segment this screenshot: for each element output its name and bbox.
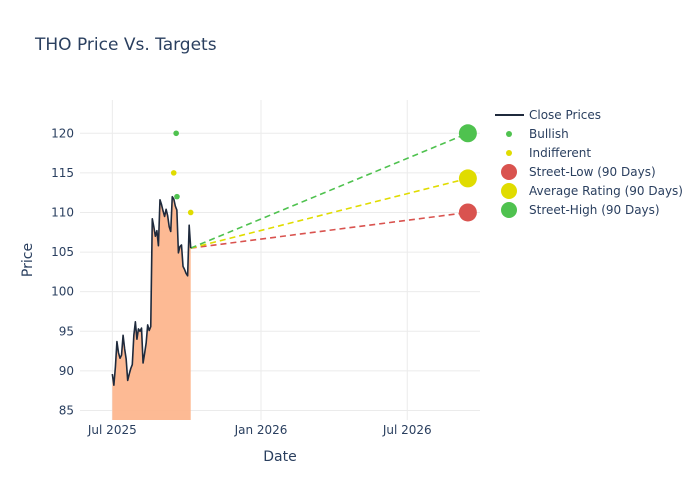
x-axis-ticks: Jul 2025 Jan 2026 Jul 2026 bbox=[87, 423, 432, 437]
y-axis-ticks: 85 90 95 100 105 110 115 120 bbox=[51, 126, 74, 417]
y-tick-label: 95 bbox=[59, 324, 74, 338]
legend-label-street-low: Street-Low (90 Days) bbox=[529, 165, 656, 179]
y-tick-label: 115 bbox=[51, 166, 74, 180]
y-tick-label: 85 bbox=[59, 403, 74, 417]
legend-item-indifferent[interactable]: Indifferent bbox=[506, 146, 591, 160]
legend-label-close-prices: Close Prices bbox=[529, 108, 601, 122]
legend-item-average-rating[interactable]: Average Rating (90 Days) bbox=[501, 183, 683, 199]
legend-item-street-high[interactable]: Street-High (90 Days) bbox=[501, 202, 660, 218]
target-marker-street-low bbox=[458, 203, 477, 222]
target-markers bbox=[458, 124, 477, 222]
bullish-point bbox=[174, 193, 180, 200]
bullish-point bbox=[173, 130, 179, 137]
target-marker-street-high bbox=[458, 124, 477, 143]
y-tick-label: 105 bbox=[51, 245, 74, 259]
legend-item-bullish[interactable]: Bullish bbox=[506, 127, 569, 141]
indifferent-point bbox=[170, 170, 177, 176]
legend-label-average-rating: Average Rating (90 Days) bbox=[529, 184, 683, 198]
legend-marker-street-low bbox=[501, 164, 517, 180]
close-price-line bbox=[111, 195, 192, 386]
chart-title: THO Price Vs. Targets bbox=[34, 35, 217, 55]
legend-label-street-high: Street-High (90 Days) bbox=[529, 203, 660, 217]
x-tick-label: Jul 2025 bbox=[87, 423, 137, 437]
y-axis-label: Price bbox=[20, 243, 36, 277]
legend[interactable]: Close Prices Bullish Indifferent Street-… bbox=[495, 108, 683, 218]
legend-item-close-prices[interactable]: Close Prices bbox=[495, 108, 601, 122]
close-price-line-layer bbox=[111, 195, 192, 386]
legend-marker-bullish bbox=[506, 131, 512, 137]
y-tick-label: 100 bbox=[51, 285, 74, 299]
legend-item-street-low[interactable]: Street-Low (90 Days) bbox=[501, 164, 656, 180]
x-tick-label: Jan 2026 bbox=[234, 423, 288, 437]
target-marker-average-rating bbox=[458, 169, 477, 188]
legend-marker-indifferent bbox=[506, 150, 512, 156]
target-projection-lines bbox=[190, 132, 469, 249]
y-tick-label: 90 bbox=[59, 364, 74, 378]
rating-points bbox=[170, 130, 194, 216]
projection-line-street-low bbox=[190, 211, 468, 249]
legend-label-bullish: Bullish bbox=[529, 127, 569, 141]
legend-marker-street-high bbox=[501, 202, 517, 218]
y-tick-label: 120 bbox=[51, 126, 74, 140]
legend-marker-average-rating bbox=[501, 183, 517, 199]
y-tick-label: 110 bbox=[51, 205, 74, 219]
indifferent-point bbox=[187, 209, 194, 216]
projection-line-average-rating bbox=[190, 177, 469, 249]
x-tick-label: Jul 2026 bbox=[382, 423, 432, 437]
projection-line-street-high bbox=[190, 132, 469, 249]
legend-label-indifferent: Indifferent bbox=[529, 146, 591, 160]
x-axis-label: Date bbox=[263, 449, 296, 465]
